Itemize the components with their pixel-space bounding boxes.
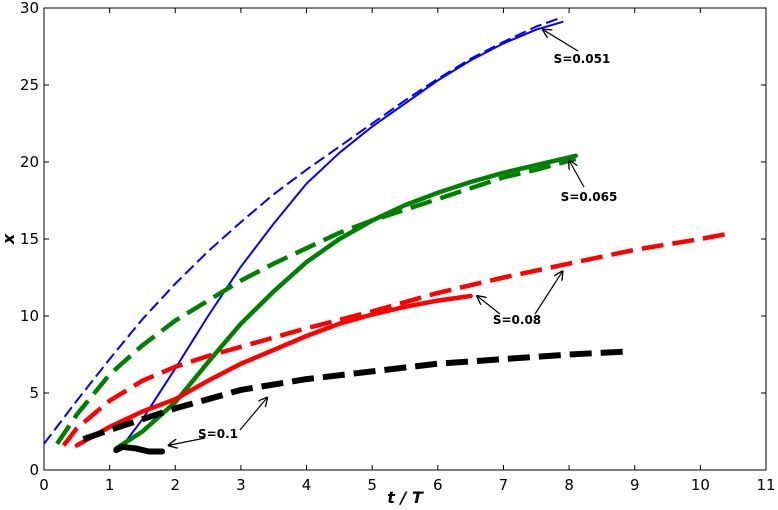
y-tick-label: 30 [20, 0, 39, 17]
x-tick-label: 8 [564, 476, 574, 494]
x-tick-label: 7 [499, 476, 509, 494]
annotation-arrow [239, 398, 267, 431]
x-axis-label: t / T [387, 488, 424, 507]
annotation-label: S=0.1 [198, 427, 238, 441]
x-tick-label: 4 [302, 476, 312, 494]
y-tick-label: 25 [20, 76, 39, 94]
series-line-3 [55, 156, 577, 446]
x-tick-label: 0 [39, 476, 49, 494]
series-line-4 [113, 153, 578, 451]
annotation-label: S=0.08 [493, 313, 541, 327]
x-tick-label: 6 [433, 476, 443, 494]
x-tick-label: 5 [367, 476, 377, 494]
plot-frame [43, 7, 767, 471]
ticks-layer: 0 1 2 3 4 5 6 7 8 9 10 11 0 5 10 15 20 25 30 [20, 0, 776, 494]
annotation-arrow [543, 30, 579, 52]
annotation-label: S=0.051 [554, 52, 611, 66]
y-axis-label: x [0, 233, 18, 245]
annotation-arrow [169, 437, 206, 445]
series-line-5 [61, 230, 734, 447]
x-tick-label: 2 [170, 476, 180, 494]
annotation-label: S=0.065 [561, 190, 618, 204]
y-tick-label: 20 [20, 153, 39, 171]
annotation-arrow [569, 160, 585, 188]
x-tick-label: 1 [105, 476, 115, 494]
x-tick-label: 11 [756, 476, 775, 494]
y-tick-label: 10 [20, 307, 39, 325]
series-line-6 [74, 293, 473, 448]
annotation-arrow [477, 296, 501, 315]
x-tick-label: 3 [236, 476, 246, 494]
annotations-layer: S=0.051 S=0.065 S=0.08 S=0.1 [169, 30, 618, 446]
y-tick-label: 5 [29, 384, 39, 402]
y-tick-label: 15 [20, 230, 39, 248]
series-line-7 [82, 348, 629, 443]
series-line-8 [113, 443, 166, 455]
annotation-arrow [534, 271, 563, 315]
x-tick-label: 9 [630, 476, 640, 494]
y-tick-label: 0 [29, 461, 39, 479]
curves-layer [43, 16, 734, 455]
x-tick-label: 10 [691, 476, 710, 494]
series-line-1 [43, 16, 563, 445]
series-line-2 [121, 20, 564, 447]
